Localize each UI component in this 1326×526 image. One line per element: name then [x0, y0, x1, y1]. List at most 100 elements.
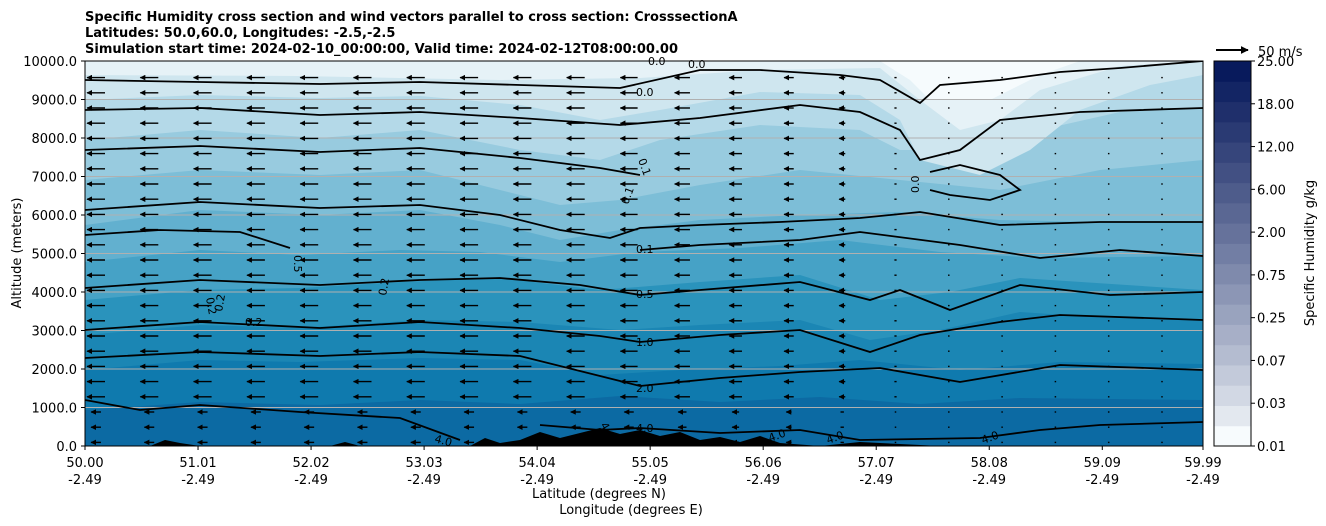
colorbar-band — [1214, 243, 1251, 265]
x-tick-label-lat: 56.06 — [745, 456, 782, 471]
colorbar-band — [1214, 202, 1251, 224]
chart-title-line-3: Simulation start time: 2024-02-10_00:00:… — [85, 42, 678, 57]
x-tick-label-lat: 50.00 — [66, 456, 103, 471]
y-tick-label: 4000.0 — [32, 286, 78, 301]
colorbar-label: Specific Humidity g/kg — [1303, 180, 1318, 326]
colorbar-band — [1214, 263, 1251, 285]
x-tick-label-lon: -2.49 — [746, 473, 780, 488]
colorbar-tick-label: 0.25 — [1257, 312, 1286, 327]
contour-0.0-top — [85, 61, 1203, 105]
colorbar-band — [1214, 223, 1251, 244]
x-tick-label-lon: -2.49 — [294, 473, 328, 488]
colorbar-band — [1214, 61, 1251, 82]
terrain — [85, 428, 1203, 446]
x-tick-label-lon: -2.49 — [1186, 473, 1220, 488]
colorbar-band — [1214, 405, 1251, 427]
contour-label: 4.0 — [980, 429, 1001, 447]
x-tick-label-lat: 57.07 — [858, 456, 895, 471]
contour-label: 0.2 — [376, 277, 392, 296]
contour-0.1-b — [85, 201, 1203, 239]
colorbar-band — [1214, 81, 1251, 103]
colorbar — [1214, 61, 1251, 447]
chart-title-line-1: Specific Humidity cross section and wind… — [85, 10, 738, 25]
y-tick-label: 7000.0 — [32, 171, 78, 186]
fill-level-11 — [700, 61, 1080, 100]
colorbar-band — [1214, 385, 1251, 406]
contour-label: 4.0 — [433, 432, 453, 449]
y-axis: 0.0 1000.0 2000.0 3000.0 4000.0 5000.0 6000.0 7… — [23, 55, 85, 455]
colorbar-tick-label: 0.03 — [1257, 397, 1286, 412]
contour-0.0-mid — [85, 104, 1203, 162]
contour-label: 4.0 — [636, 422, 654, 435]
chart-title-line-2: Latitudes: 50.0,60.0, Longitudes: -2.5,-… — [85, 26, 395, 41]
contour-0.2 — [85, 229, 1203, 259]
colorbar-tick-label: 0.07 — [1257, 354, 1286, 369]
x-tick-label-lon: -2.49 — [1085, 473, 1119, 488]
x-tick-label-lon: -2.49 — [520, 473, 554, 488]
contour-0.5 — [85, 277, 1203, 311]
colorbar-tick-label: 0.75 — [1257, 269, 1286, 284]
y-tick-label: 9000.0 — [32, 94, 78, 109]
contour-1.0 — [85, 314, 1203, 353]
y-tick-label: 5000.0 — [32, 248, 78, 263]
contour-label: 0.2 — [245, 316, 263, 329]
y-tick-label: 0.0 — [56, 440, 77, 455]
contour-label: 1.0 — [636, 336, 654, 349]
x-tick-label-lon: -2.49 — [972, 473, 1006, 488]
contour-label: 2.0 — [636, 382, 654, 395]
contour-label: 0.1 — [636, 243, 654, 256]
y-tick-label: 3000.0 — [32, 325, 78, 340]
contour-label: 0.0 — [688, 58, 706, 71]
contour-label: 0.5 — [291, 255, 304, 273]
contour-lines — [85, 61, 1203, 441]
colorbar-tick-label: 0.01 — [1257, 440, 1286, 455]
contour-0.0-closed — [929, 164, 1022, 201]
wind-vectors — [86, 74, 1163, 446]
x-tick-label-lat: 53.03 — [405, 456, 442, 471]
colorbar-tick-label: 25.00 — [1257, 55, 1294, 70]
contour-label: 0.5 — [636, 288, 654, 301]
x-axis-label-lat: Latitude (degrees N) — [532, 487, 666, 502]
y-tick-label: 2000.0 — [32, 363, 78, 378]
contour-4.0 — [85, 399, 1203, 441]
y-tick-label: 8000.0 — [32, 132, 78, 147]
colorbar-band — [1214, 101, 1251, 123]
contour-label: 4.0 — [767, 427, 788, 445]
x-axis-label-lon: Longitude (degrees E) — [559, 503, 703, 518]
colorbar-band — [1214, 364, 1251, 386]
contour-0.1-a — [85, 145, 641, 176]
contour-label: 0.2 — [212, 293, 228, 312]
colorbar-band — [1214, 162, 1251, 184]
colorbar-band — [1214, 344, 1251, 366]
y-tick-label: 6000.0 — [32, 209, 78, 224]
x-tick-label-lat: 59.09 — [1084, 456, 1121, 471]
colorbar-ticks: 0.01 0.03 0.07 0.25 0.75 2.00 6.00 12.00 18.00 25… — [1251, 55, 1294, 455]
colorbar-band — [1214, 304, 1251, 325]
colorbar-tick-label: 12.00 — [1257, 141, 1294, 156]
colorbar-band — [1214, 182, 1251, 204]
colorbar-tick-label: 18.00 — [1257, 98, 1294, 113]
y-tick-label: 10000.0 — [23, 55, 77, 70]
x-tick-label-lon: -2.49 — [407, 473, 441, 488]
colorbar-band — [1214, 142, 1251, 163]
colorbar-band — [1214, 283, 1251, 305]
x-tick-label-lat: 55.05 — [632, 456, 669, 471]
colorbar-tick-label: 2.00 — [1257, 226, 1286, 241]
x-tick-label-lon: -2.49 — [68, 473, 102, 488]
x-tick-label-lon: -2.49 — [633, 473, 667, 488]
colorbar-band — [1214, 121, 1251, 143]
contour-label: 0.0 — [909, 176, 922, 194]
x-tick-label-lat: 52.02 — [292, 456, 329, 471]
contour-label: 0.0 — [636, 86, 654, 99]
x-tick-label-lat: 59.99 — [1184, 456, 1221, 471]
colorbar-band — [1214, 425, 1251, 447]
x-tick-label-lat: 54.04 — [519, 456, 556, 471]
contour-label: 4.0 — [825, 429, 846, 447]
colorbar-frame — [1213, 60, 1252, 447]
colorbar-band — [1214, 324, 1251, 346]
y-tick-label: 1000.0 — [32, 402, 78, 417]
contour-2.0 — [85, 351, 1203, 387]
contour-label: 0.1 — [635, 157, 653, 178]
x-tick-label-lon: -2.49 — [181, 473, 215, 488]
